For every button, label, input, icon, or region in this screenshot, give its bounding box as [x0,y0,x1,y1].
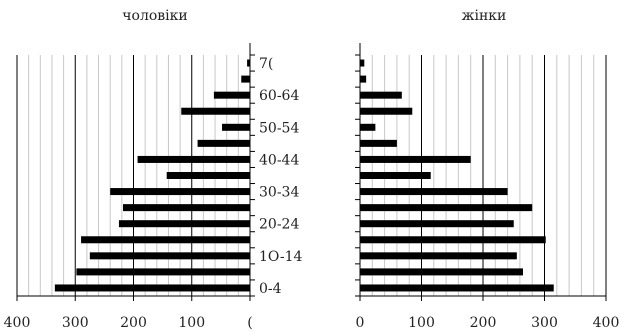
male-bar-0-4 [54,284,250,292]
right-axis [355,43,607,301]
left-tick-labels: 400 300 200 100 ( [4,315,253,331]
male-bar-55-59 [181,107,250,115]
female-bars [360,59,554,292]
age-labels: 0-4 1O-14 20-24 30-34 40-44 50-54 60-64 7( [259,56,303,297]
female-bar-55-59 [360,107,413,115]
right-tick-label: 100 [408,315,435,331]
age-label: 7( [259,56,273,72]
male-bar-50-54 [222,123,250,131]
left-panel-title: чоловіки [122,8,187,24]
female-bar-10-14 [360,252,517,260]
female-bar-25-29 [360,204,533,212]
age-label: 20-24 [259,217,299,233]
male-bar-35-39 [166,172,250,179]
age-label: 1O-14 [259,249,303,265]
age-label: 40-44 [259,152,299,168]
male-bars [54,59,250,292]
male-bar-70 [247,59,250,67]
female-bar-0-4 [360,284,554,292]
male-bar-45-49 [197,139,250,147]
left-tick-label: ( [247,315,252,331]
left-tick-label: 400 [4,315,31,331]
female-bar-5-9 [360,268,523,276]
male-bar-25-29 [123,204,250,212]
right-tick-label: 400 [593,315,620,331]
female-bar-50-54 [360,123,376,131]
right-tick-labels: 0 100 200 300 400 [356,315,620,331]
male-bar-60-64 [213,91,250,99]
age-label: 50-54 [259,120,299,136]
right-panel-title: жінки [462,8,507,24]
female-bar-30-34 [360,188,508,196]
right-tick-label: 200 [470,315,497,331]
male-bar-15-19 [81,236,250,244]
left-tick-label: 100 [178,315,205,331]
right-tick-label: 0 [356,315,365,331]
female-bar-65-69 [360,75,367,83]
male-bar-65-69 [241,75,250,83]
male-bar-20-24 [118,220,250,228]
female-bar-45-49 [360,139,397,147]
female-bar-70 [360,59,365,67]
right-tick-label: 300 [531,315,558,331]
age-label: 60-64 [259,88,299,104]
male-bar-40-44 [137,155,250,163]
left-axis [16,43,255,301]
female-bar-40-44 [360,155,471,163]
female-bar-60-64 [360,91,402,99]
female-bar-35-39 [360,172,431,179]
female-bar-20-24 [360,220,514,228]
male-bar-5-9 [76,268,250,276]
age-label: 0-4 [259,281,282,297]
left-tick-label: 200 [120,315,147,331]
male-bar-10-14 [89,252,250,260]
female-bar-15-19 [360,236,546,244]
left-tick-label: 300 [62,315,89,331]
age-label: 30-34 [259,185,299,201]
male-bar-30-34 [110,188,250,196]
